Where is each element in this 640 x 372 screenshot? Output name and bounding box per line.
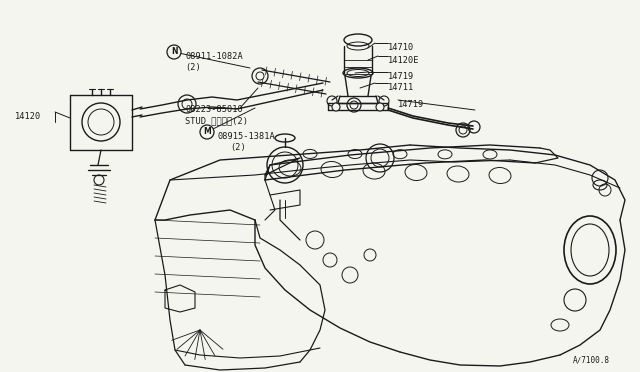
Text: N: N: [171, 48, 177, 57]
Text: 08223-85010: 08223-85010: [185, 105, 243, 114]
Circle shape: [376, 103, 384, 111]
Text: 14711: 14711: [388, 83, 414, 92]
Text: (2): (2): [185, 63, 201, 72]
Text: (2): (2): [230, 143, 246, 152]
Circle shape: [200, 125, 214, 139]
Text: 08911-1082A: 08911-1082A: [185, 52, 243, 61]
Text: 08915-1381A: 08915-1381A: [218, 132, 276, 141]
Text: 14710: 14710: [388, 43, 414, 52]
Circle shape: [332, 103, 340, 111]
Text: 14719: 14719: [398, 100, 424, 109]
Text: 14120E: 14120E: [388, 56, 419, 65]
Circle shape: [167, 45, 181, 59]
Text: M: M: [203, 128, 211, 137]
Text: STUD スタッド(2): STUD スタッド(2): [185, 116, 248, 125]
Text: A∕7100.8: A∕7100.8: [573, 355, 610, 364]
Text: 14120: 14120: [15, 112, 41, 121]
Text: 14719: 14719: [388, 72, 414, 81]
